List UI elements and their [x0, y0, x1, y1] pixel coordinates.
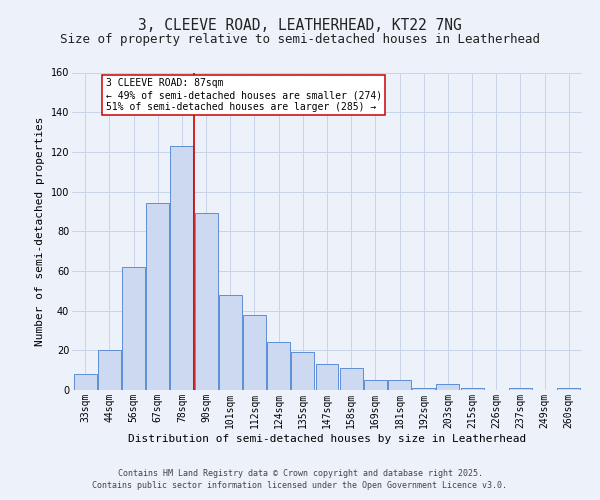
Bar [461, 388, 484, 390]
Bar [243, 314, 266, 390]
Bar [557, 388, 580, 390]
Bar [146, 204, 169, 390]
Bar [219, 294, 242, 390]
Text: 3, CLEEVE ROAD, LEATHERHEAD, KT22 7NG: 3, CLEEVE ROAD, LEATHERHEAD, KT22 7NG [138, 18, 462, 32]
Bar [122, 267, 145, 390]
Bar [436, 384, 460, 390]
Bar [74, 374, 97, 390]
Bar [364, 380, 387, 390]
X-axis label: Distribution of semi-detached houses by size in Leatherhead: Distribution of semi-detached houses by … [128, 434, 526, 444]
Text: Contains HM Land Registry data © Crown copyright and database right 2025.
Contai: Contains HM Land Registry data © Crown c… [92, 468, 508, 490]
Bar [292, 352, 314, 390]
Bar [316, 364, 338, 390]
Y-axis label: Number of semi-detached properties: Number of semi-detached properties [35, 116, 45, 346]
Bar [509, 388, 532, 390]
Bar [412, 388, 435, 390]
Bar [267, 342, 290, 390]
Bar [98, 350, 121, 390]
Bar [194, 214, 218, 390]
Bar [170, 146, 193, 390]
Bar [388, 380, 411, 390]
Bar [340, 368, 362, 390]
Text: 3 CLEEVE ROAD: 87sqm
← 49% of semi-detached houses are smaller (274)
51% of semi: 3 CLEEVE ROAD: 87sqm ← 49% of semi-detac… [106, 78, 382, 112]
Text: Size of property relative to semi-detached houses in Leatherhead: Size of property relative to semi-detach… [60, 32, 540, 46]
